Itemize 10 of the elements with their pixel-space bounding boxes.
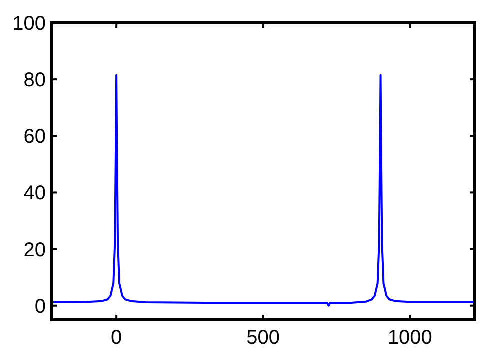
y-tick-label: 20 [24,239,46,262]
x-tick-label: 500 [246,327,280,349]
y-tick-label: 100 [12,13,46,35]
y-tick-label: 80 [24,70,46,92]
x-tick-label: 1000 [388,327,432,349]
y-tick-label: 40 [24,182,46,205]
y-tick-label: 60 [24,126,46,148]
y-tick-label: 0 [34,296,46,318]
x-tick-label: 0 [111,327,122,349]
line-series [51,74,476,307]
